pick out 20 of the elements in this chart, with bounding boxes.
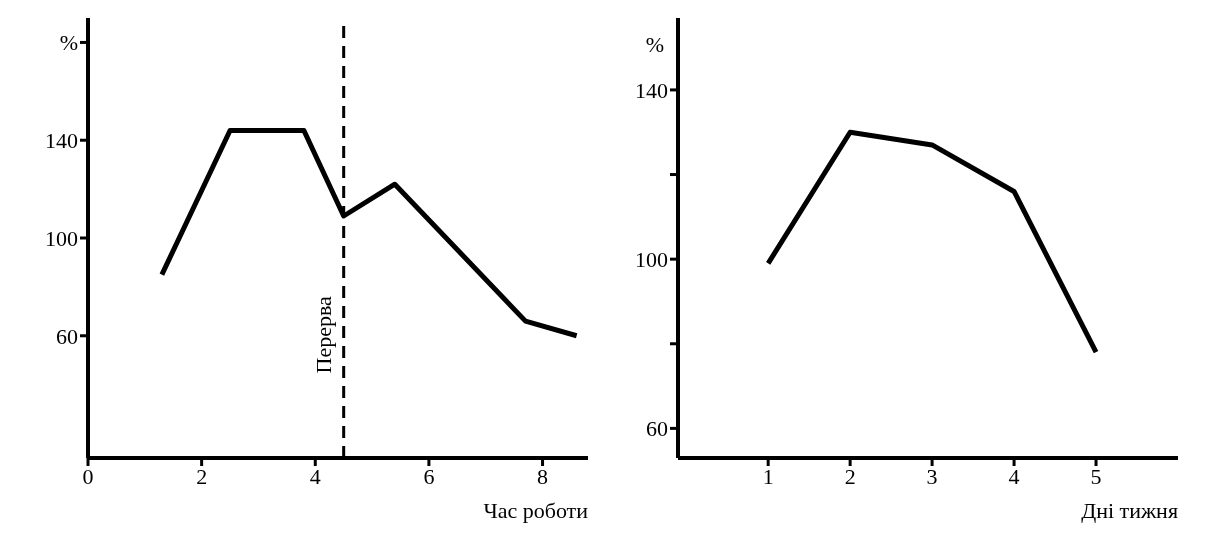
y-tick-label: 140 [45, 128, 78, 154]
y-tick-label: 60 [56, 323, 78, 349]
x-tick-label: 4 [309, 463, 321, 489]
y-tick-label: 140 [635, 77, 668, 103]
y-tick-label: 60 [646, 416, 668, 442]
x-axis-title: Дні тижня [1081, 498, 1178, 523]
x-tick-label: 8 [537, 463, 549, 489]
x-tick-label: 5 [1090, 463, 1102, 489]
x-tick-label: 0 [82, 463, 94, 489]
y-tick-label: 100 [45, 225, 78, 251]
ref-line-label: Перерва [310, 295, 336, 374]
x-tick-label: 1 [762, 463, 774, 489]
x-tick-label: 2 [844, 463, 856, 489]
x-tick-label: 2 [196, 463, 208, 489]
x-tick-label: 6 [423, 463, 435, 489]
x-tick-label: 3 [926, 463, 938, 489]
y-tick-label: 100 [635, 246, 668, 272]
x-tick-label: 4 [1008, 463, 1020, 489]
x-axis-title: Час роботи [483, 498, 589, 523]
y-tick-label: % [59, 30, 78, 56]
